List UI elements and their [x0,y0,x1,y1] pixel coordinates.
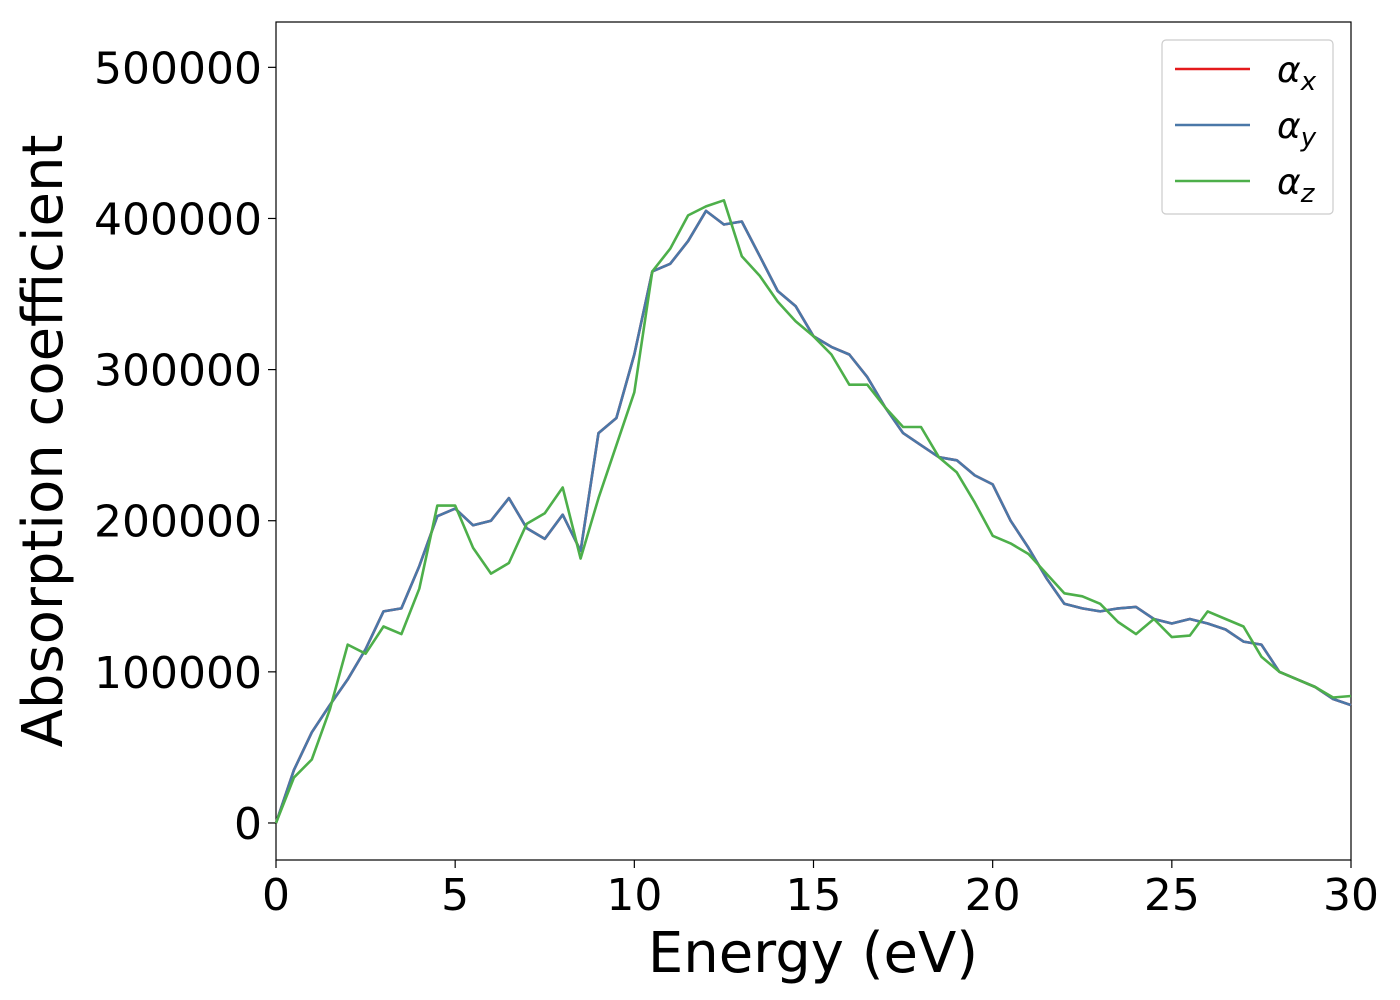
x-tick-label: 10 [606,870,662,921]
legend-label: αz [1277,162,1316,209]
y-tick-label: 300000 [94,346,262,397]
x-tick-label: 15 [786,870,842,921]
x-axis-label: Energy (eV) [648,921,978,986]
y-tick-label: 100000 [94,648,262,699]
y-tick-label: 400000 [94,194,262,245]
y-tick-label: 500000 [94,43,262,94]
x-tick-label: 20 [965,870,1021,921]
y-tick-label: 200000 [94,497,262,548]
legend-box [1161,39,1334,215]
x-tick-label: 25 [1144,870,1200,921]
y-axis-label: Absorption coefficient [11,135,76,748]
series-line [274,209,1352,824]
x-tick-label: 30 [1323,870,1379,921]
x-tick-label: 5 [441,870,469,921]
legend-label: αx [1277,50,1317,97]
series-line [274,199,1352,824]
legend-label: αy [1277,106,1317,153]
y-tick-label: 0 [234,799,262,850]
x-tick-label: 0 [262,870,290,921]
